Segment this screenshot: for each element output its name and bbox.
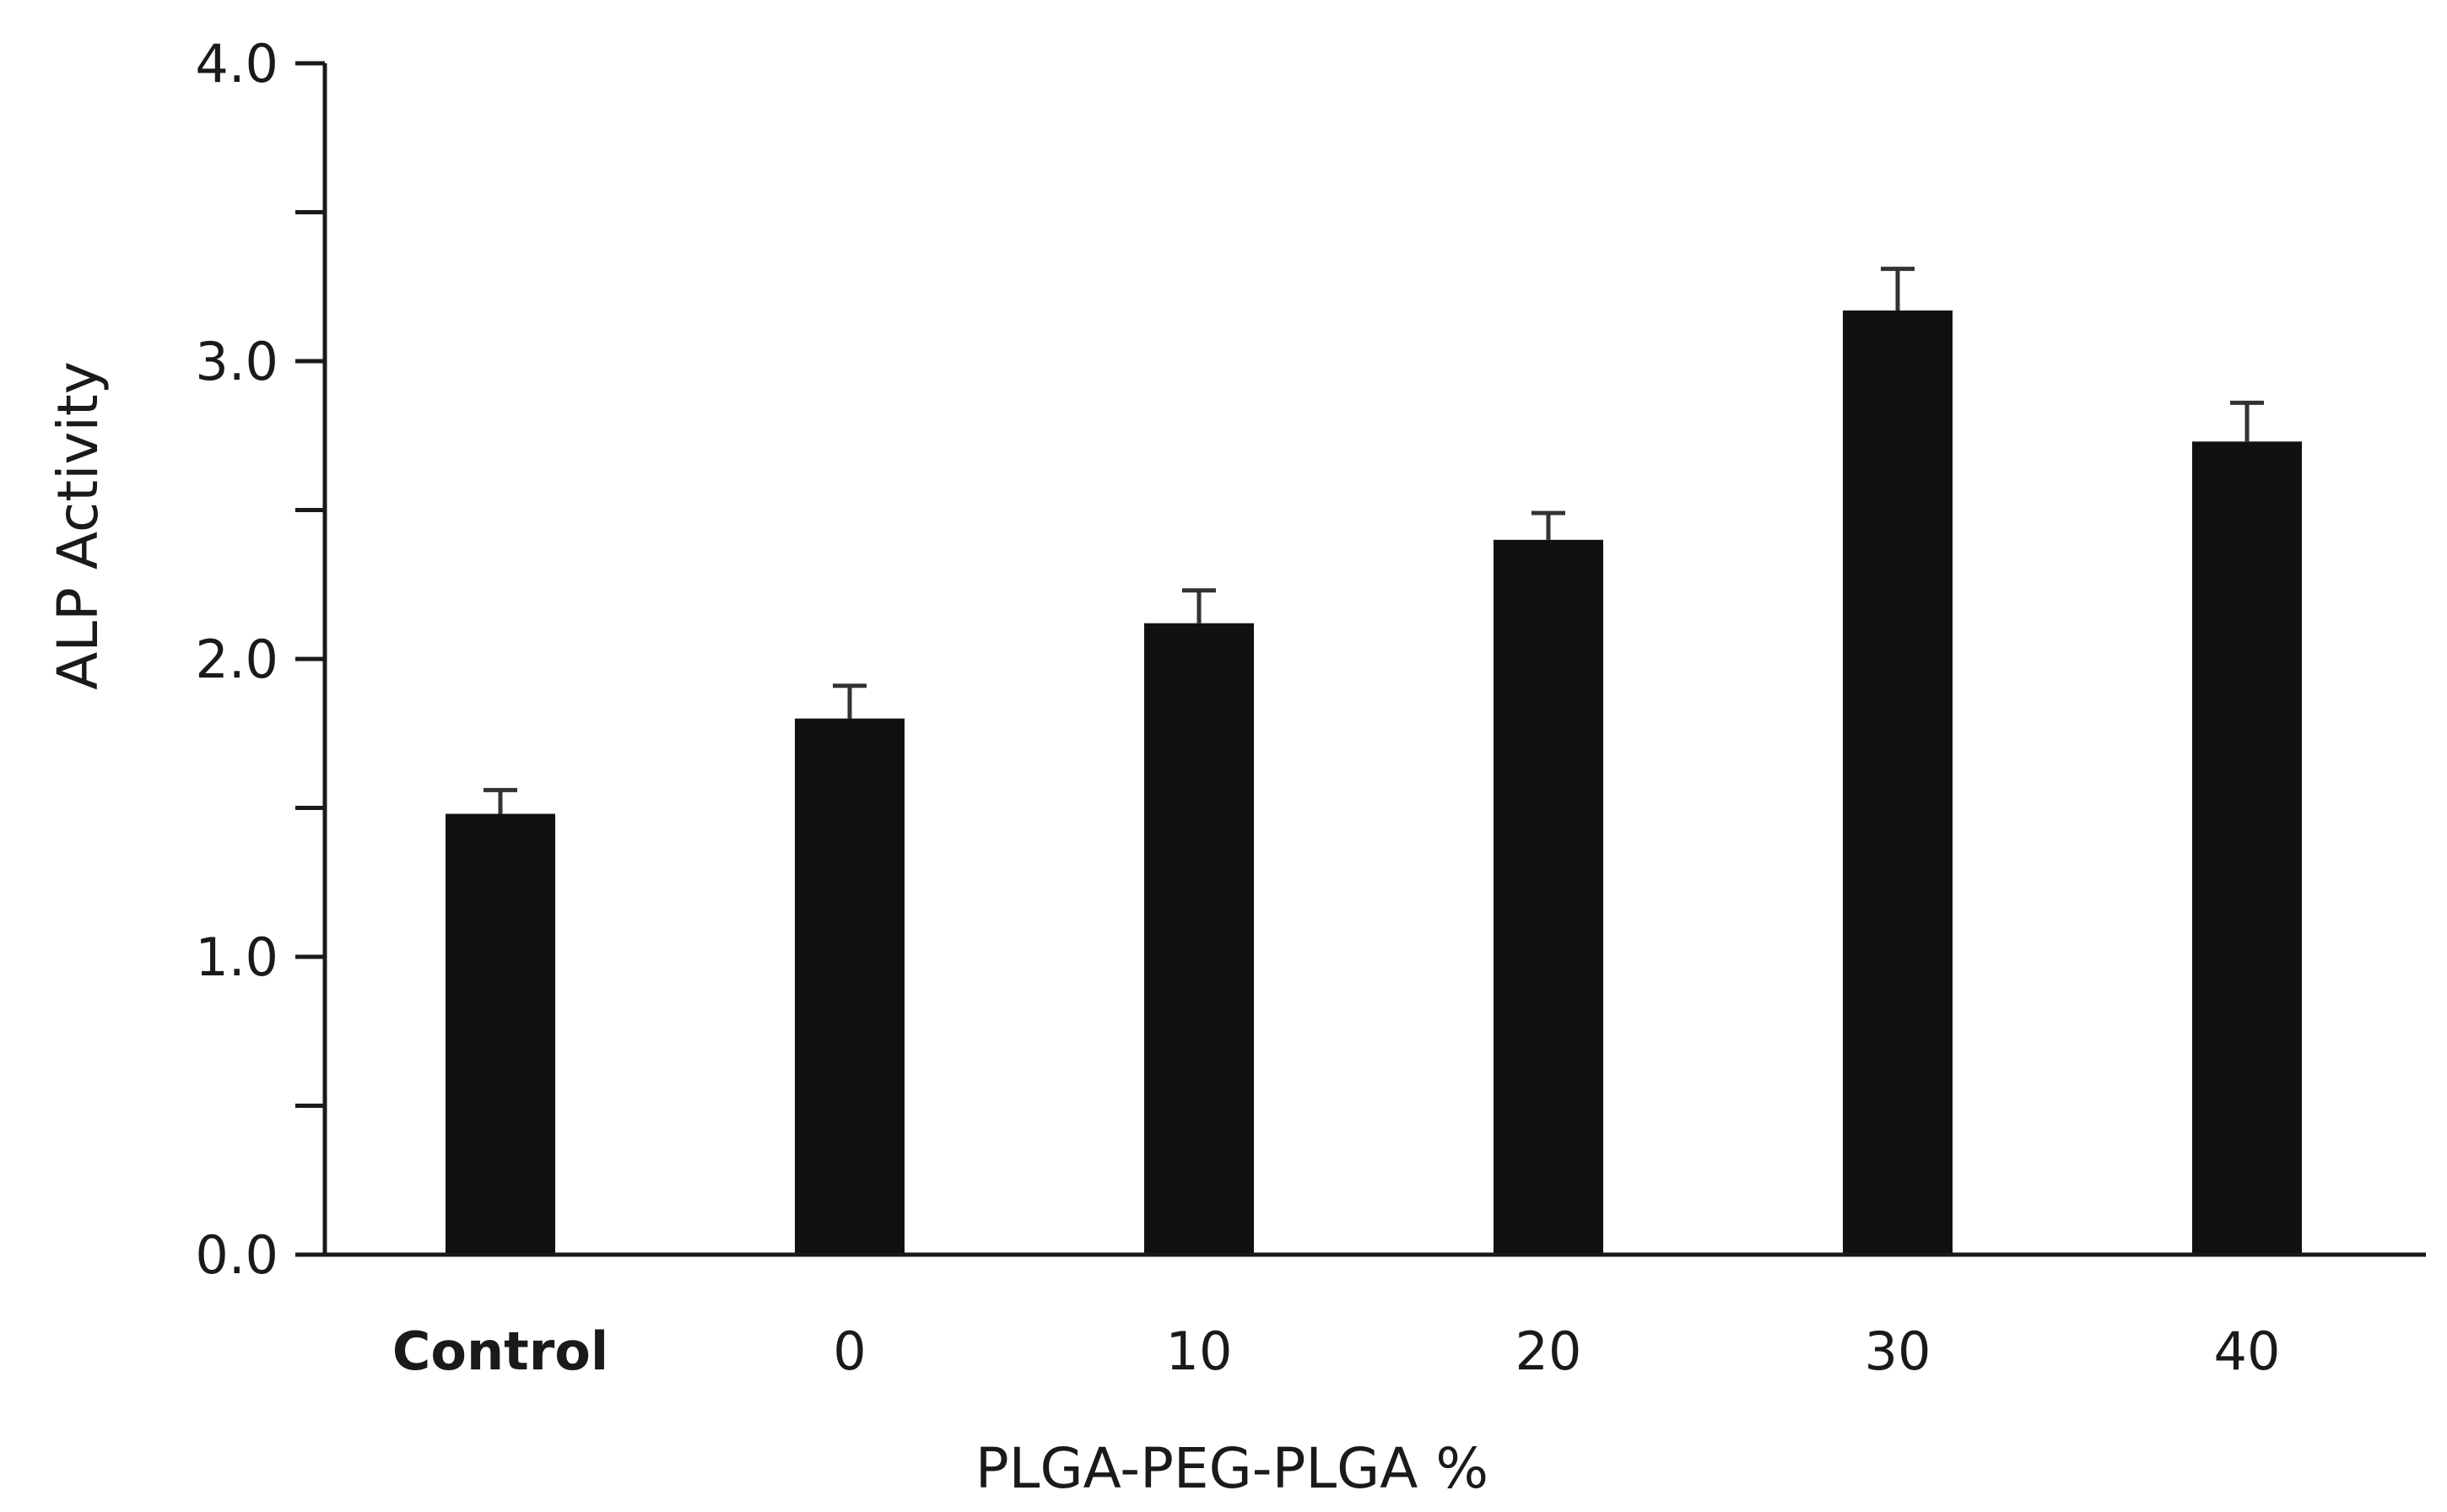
x-tick-label: 20 (1515, 1320, 1582, 1382)
y-tick-label: 2.0 (195, 629, 278, 690)
y-tick-label: 3.0 (195, 331, 278, 392)
bar-10 (1144, 623, 1254, 1255)
x-tick-label: 0 (833, 1320, 866, 1382)
bar-40 (2192, 441, 2302, 1255)
x-axis-title: PLGA-PEG-PLGA % (975, 1436, 1488, 1501)
bar-0 (795, 718, 905, 1255)
error-bar-20 (1531, 510, 1565, 540)
bar-30 (1843, 310, 1953, 1255)
error-bars-group (483, 267, 2264, 814)
x-axis-labels: Control 0 10 20 30 40 (392, 1320, 2281, 1382)
error-bar-30 (1881, 267, 1915, 310)
x-tick-label: 30 (1865, 1320, 1931, 1382)
bars-group (446, 310, 2302, 1255)
y-axis-title: ALP Activity (46, 361, 111, 690)
error-bar-10 (1182, 588, 1216, 624)
y-tick-label: 0.0 (195, 1224, 278, 1286)
bar-20 (1494, 539, 1603, 1255)
error-bar-0 (833, 683, 867, 719)
x-tick-label: 10 (1166, 1320, 1233, 1382)
bar-control (446, 813, 555, 1255)
x-tick-label: 40 (2214, 1320, 2281, 1382)
x-tick-label: Control (392, 1320, 608, 1382)
y-tick-label: 1.0 (195, 926, 278, 988)
y-axis-ticks: 0.0 1.0 2.0 3.0 4.0 (195, 33, 325, 1286)
error-bar-40 (2230, 400, 2264, 442)
error-bar-control (483, 787, 517, 814)
y-tick-label: 4.0 (195, 33, 278, 94)
